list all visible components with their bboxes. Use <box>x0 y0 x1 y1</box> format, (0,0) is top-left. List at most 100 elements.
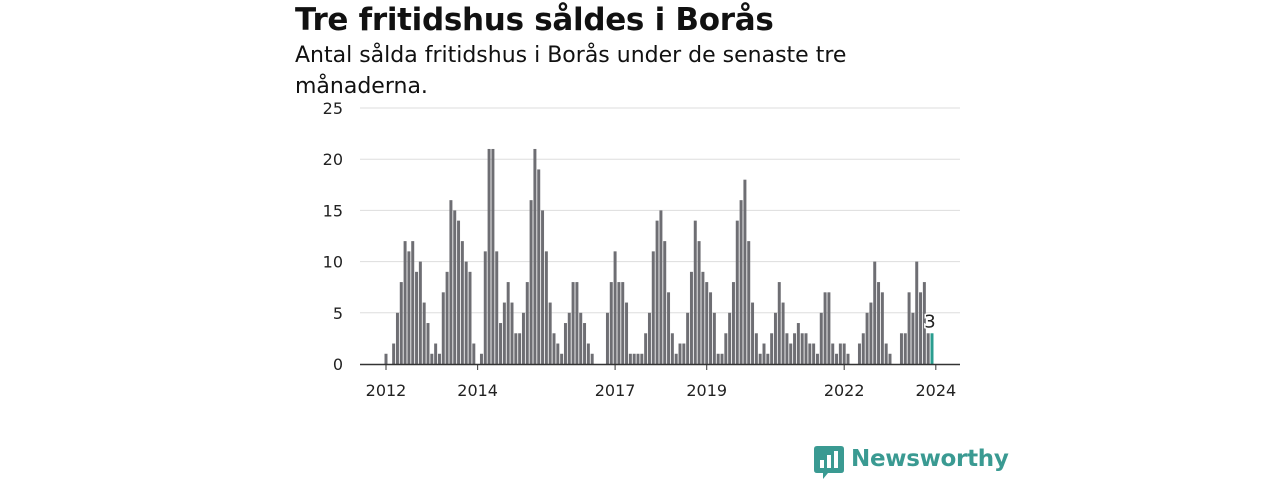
bar <box>919 292 923 364</box>
bar <box>922 282 926 364</box>
bar <box>773 312 777 364</box>
bar <box>617 282 621 364</box>
bar <box>689 271 693 364</box>
bar <box>399 282 403 364</box>
bar <box>575 282 579 364</box>
bar <box>491 148 495 364</box>
bar <box>529 200 533 364</box>
bar <box>812 343 816 364</box>
bar <box>731 282 735 364</box>
bar <box>781 302 785 364</box>
bar <box>754 333 758 364</box>
x-axis: 2012 2014 2017 2019 2022 2024 <box>366 364 956 400</box>
y-axis-tick-labels: 0 5 10 15 20 25 <box>323 99 343 374</box>
bar <box>560 353 564 364</box>
chart-subtitle: Antal sålda fritidshus i Borås under de … <box>295 43 847 99</box>
bar <box>777 282 781 364</box>
bar <box>796 323 800 364</box>
bar <box>793 333 797 364</box>
bar <box>670 333 674 364</box>
bar <box>735 220 739 364</box>
y-tick-label: 20 <box>323 150 343 169</box>
bar <box>548 302 552 364</box>
bar <box>583 323 587 364</box>
bar <box>392 343 396 364</box>
bar <box>426 323 430 364</box>
bar <box>667 292 671 364</box>
bar <box>521 312 525 364</box>
newsworthy-logo-icon <box>814 446 844 479</box>
bar <box>586 343 590 364</box>
bar <box>789 343 793 364</box>
bar <box>441 292 445 364</box>
bar <box>395 312 399 364</box>
bar <box>625 302 629 364</box>
bar <box>415 271 419 364</box>
bar <box>472 343 476 364</box>
bar <box>873 261 877 364</box>
bar <box>663 241 667 364</box>
bar <box>533 148 537 364</box>
bar-chart: 0 5 10 15 20 25 2012 2014 2017 2019 2022 2024 3 <box>323 99 960 400</box>
bar <box>590 353 594 364</box>
x-tick-label: 2019 <box>686 381 727 400</box>
brand-name: Newsworthy <box>851 446 1009 472</box>
bar <box>686 312 690 364</box>
bar <box>815 353 819 364</box>
bar <box>888 353 892 364</box>
bar <box>403 241 407 364</box>
bar <box>861 333 865 364</box>
bar <box>857 343 861 364</box>
bar <box>449 200 453 364</box>
bar <box>728 312 732 364</box>
bar <box>613 251 617 364</box>
bar <box>800 333 804 364</box>
bar <box>434 343 438 364</box>
x-tick-label: 2012 <box>366 381 407 400</box>
bar <box>644 333 648 364</box>
bar <box>743 179 747 364</box>
bar <box>609 282 613 364</box>
bar <box>880 292 884 364</box>
bar <box>510 302 514 364</box>
bar <box>445 271 449 364</box>
bar <box>678 343 682 364</box>
bar <box>487 148 491 364</box>
bar <box>460 241 464 364</box>
bar <box>766 353 770 364</box>
bar <box>835 353 839 364</box>
bar <box>712 312 716 364</box>
y-tick-label: 15 <box>323 201 343 220</box>
bar <box>651 251 655 364</box>
brand-logo[interactable]: Newsworthy <box>814 446 1009 480</box>
bar <box>541 210 545 364</box>
bar <box>605 312 609 364</box>
bar <box>502 302 506 364</box>
bar <box>808 343 812 364</box>
bar <box>632 353 636 364</box>
x-tick-label: 2014 <box>457 381 498 400</box>
bar <box>926 333 930 364</box>
bar <box>422 302 426 364</box>
x-tick-label: 2024 <box>915 381 956 400</box>
bar <box>682 343 686 364</box>
bar <box>571 282 575 364</box>
bar <box>701 271 705 364</box>
bar <box>697 241 701 364</box>
bar <box>506 282 510 364</box>
bar <box>865 312 869 364</box>
bar <box>911 312 915 364</box>
bar <box>884 343 888 364</box>
bar-highlight <box>930 333 934 364</box>
bar <box>384 353 388 364</box>
bar <box>479 353 483 364</box>
bar <box>869 302 873 364</box>
y-tick-label: 10 <box>323 253 343 272</box>
bar <box>877 282 881 364</box>
bar <box>903 333 907 364</box>
bar <box>518 333 522 364</box>
bar <box>823 292 827 364</box>
bar <box>483 251 487 364</box>
bar <box>705 282 709 364</box>
bar <box>674 353 678 364</box>
